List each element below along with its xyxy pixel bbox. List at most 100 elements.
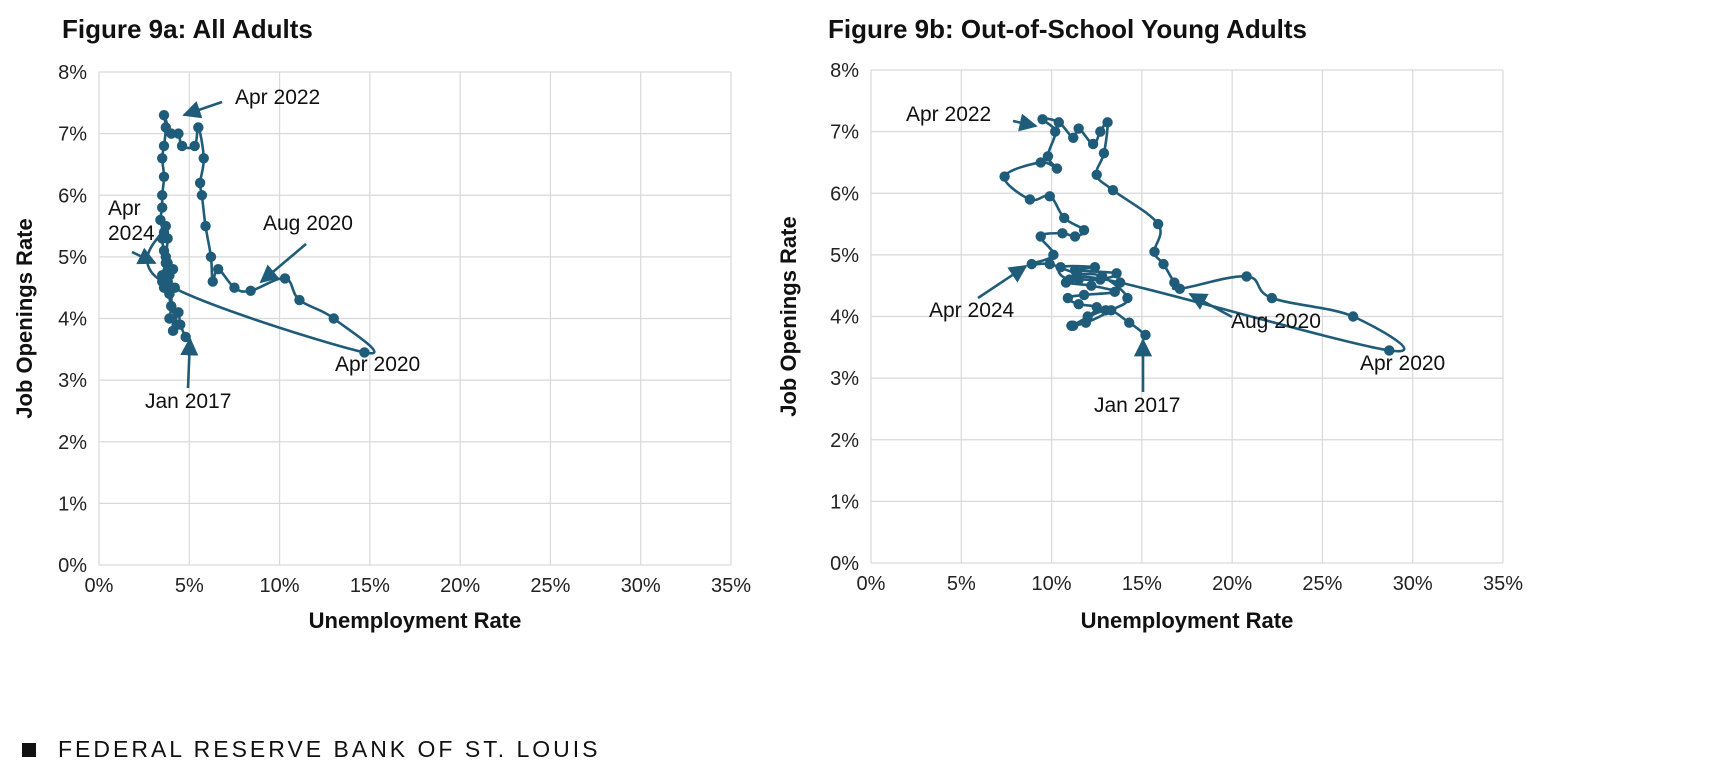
data-point (245, 285, 256, 296)
data-point (162, 233, 173, 244)
footer-text: FEDERAL RESERVE BANK OF ST. LOUIS (58, 736, 601, 762)
y-tick-label: 1% (58, 493, 87, 515)
data-point (1114, 277, 1126, 288)
annotation-label: Apr 2022 (235, 86, 320, 109)
data-point (1073, 123, 1084, 134)
annotation-label: Apr 2024 (929, 299, 1015, 322)
y-tick-label: 2% (830, 430, 859, 452)
data-point (1241, 271, 1252, 282)
data-point (164, 264, 175, 275)
data-point (198, 153, 209, 164)
data-point (1044, 258, 1055, 270)
data-point (1062, 292, 1074, 304)
x-axis-title: Unemployment Rate (1081, 608, 1294, 633)
y-tick-label: 0% (830, 553, 859, 575)
data-point (1091, 169, 1102, 180)
data-point (1057, 228, 1068, 239)
x-tick-label: 15% (350, 575, 390, 597)
data-point (158, 140, 170, 152)
data-point (1055, 262, 1066, 273)
y-tick-label: 7% (830, 122, 859, 144)
annotation-label: Aug 2020 (1231, 310, 1321, 333)
x-tick-label: 25% (530, 575, 570, 597)
data-point (229, 282, 240, 293)
annotation-arrow (977, 264, 1028, 300)
x-tick-label: 25% (1302, 573, 1342, 595)
data-point (1024, 194, 1036, 205)
annotation-label: Apr 2022 (906, 103, 991, 126)
annotation-arrow (180, 337, 199, 389)
data-point (1095, 126, 1106, 137)
data-point (1066, 320, 1077, 331)
y-axis-title: Job Openings Rate (12, 218, 37, 418)
data-point (1149, 246, 1160, 257)
data-point (164, 313, 175, 324)
data-point (155, 214, 166, 226)
y-tick-label: 3% (58, 370, 87, 392)
data-point (157, 190, 168, 201)
data-point (1111, 268, 1122, 279)
annotation-arrow (1012, 113, 1038, 132)
data-point (196, 190, 208, 201)
data-point (166, 300, 177, 312)
chart-9a-svg: 0% 1% 2% 3% 4% 5% 6% 7% 8% 0% 5% 10% 15% 20% 25% 30% 35%… (12, 62, 751, 633)
data-point (328, 313, 339, 324)
data-point (1091, 302, 1102, 313)
data-point (176, 140, 188, 152)
data-point (279, 273, 291, 284)
y-tick-label: 3% (830, 368, 859, 390)
x-tick-label: 30% (1393, 573, 1433, 595)
data-point (200, 220, 211, 232)
data-point (1102, 117, 1113, 128)
data-point (1069, 231, 1081, 242)
y-tick-label: 5% (830, 245, 859, 267)
data-point (1087, 138, 1099, 150)
footer-square-icon (22, 742, 36, 757)
y-tick-label: 7% (58, 124, 87, 146)
annotation-arrow (182, 100, 223, 119)
data-point (1124, 317, 1135, 328)
x-tick-label: 5% (947, 573, 976, 595)
data-point (158, 171, 170, 182)
data-point (1035, 231, 1046, 242)
data-point (1068, 132, 1079, 143)
data-point (157, 153, 168, 164)
data-point (1266, 292, 1278, 304)
data-point (1035, 157, 1046, 168)
data-point (1140, 329, 1151, 341)
data-point (194, 177, 206, 189)
x-tick-label: 20% (440, 575, 480, 597)
data-point (1152, 218, 1164, 230)
data-point (1096, 271, 1108, 282)
data-point (1158, 258, 1169, 270)
y-tick-label: 4% (830, 307, 859, 329)
x-tick-label: 5% (175, 575, 204, 597)
data-point (1169, 277, 1180, 288)
x-tick-label: 0% (857, 573, 886, 595)
y-tick-label: 8% (58, 62, 87, 84)
data-point (1109, 286, 1120, 298)
annotation-label: Apr 2020 (335, 353, 420, 376)
annotation-label: Apr 2024 (108, 197, 155, 245)
data-point (1042, 151, 1054, 162)
annotation-label: Jan 2017 (145, 390, 231, 413)
y-tick-label: 2% (58, 432, 87, 454)
y-axis-title: Job Openings Rate (776, 216, 801, 416)
data-point (205, 251, 217, 263)
data-point (1037, 114, 1048, 125)
y-tick-label: 1% (830, 491, 859, 513)
chart-title: Figure 9a: All Adults (62, 14, 313, 44)
y-tick-label: 4% (58, 309, 87, 331)
x-axis-title: Unemployment Rate (309, 608, 522, 633)
data-point (1059, 212, 1070, 224)
x-tick-label: 10% (260, 575, 300, 597)
data-point (171, 319, 182, 330)
data-point (1089, 262, 1101, 273)
y-tick-label: 8% (830, 60, 859, 82)
chart-title: Figure 9b: Out-of-School Young Adults (828, 14, 1308, 44)
x-tick-label: 35% (1483, 573, 1523, 595)
data-point (1078, 225, 1090, 236)
x-tick-label: 30% (621, 575, 661, 597)
data-point (1384, 345, 1395, 356)
x-tick-label: 15% (1122, 573, 1162, 595)
